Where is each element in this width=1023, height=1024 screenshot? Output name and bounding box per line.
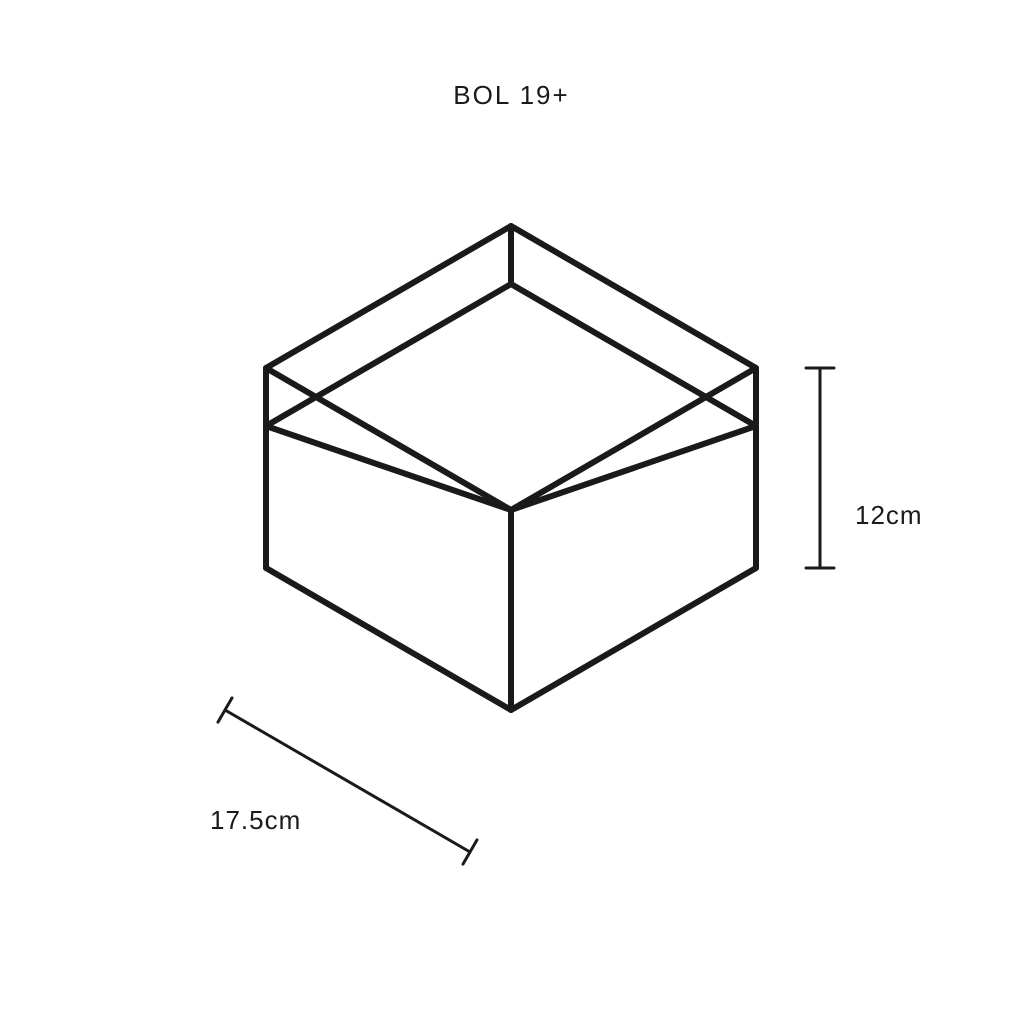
diagram-canvas: BOL 19+ 17.5cm 12cm <box>0 0 1023 1024</box>
height-dimension-label: 12cm <box>855 500 923 531</box>
width-dimension-label: 17.5cm <box>210 805 301 836</box>
